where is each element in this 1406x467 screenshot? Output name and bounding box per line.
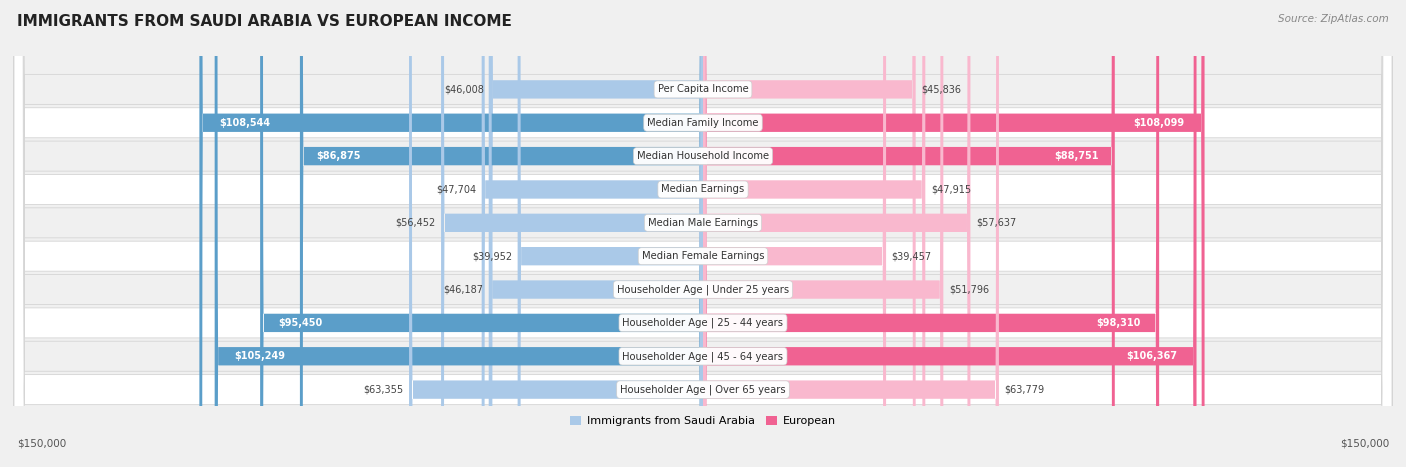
FancyBboxPatch shape <box>14 0 1392 467</box>
FancyBboxPatch shape <box>703 0 1115 467</box>
FancyBboxPatch shape <box>14 0 1392 467</box>
FancyBboxPatch shape <box>517 0 703 467</box>
Text: Householder Age | Under 25 years: Householder Age | Under 25 years <box>617 284 789 295</box>
Text: Median Female Earnings: Median Female Earnings <box>641 251 765 261</box>
FancyBboxPatch shape <box>703 0 998 467</box>
FancyBboxPatch shape <box>200 0 703 467</box>
FancyBboxPatch shape <box>703 0 970 467</box>
Text: $51,796: $51,796 <box>949 284 988 295</box>
FancyBboxPatch shape <box>14 0 1392 467</box>
Text: Median Earnings: Median Earnings <box>661 184 745 194</box>
Text: $63,355: $63,355 <box>363 385 404 395</box>
FancyBboxPatch shape <box>14 0 1392 467</box>
FancyBboxPatch shape <box>703 0 1205 467</box>
Text: $39,952: $39,952 <box>472 251 512 261</box>
Text: $86,875: $86,875 <box>316 151 360 161</box>
Text: Median Male Earnings: Median Male Earnings <box>648 218 758 228</box>
Text: Householder Age | Over 65 years: Householder Age | Over 65 years <box>620 384 786 395</box>
Text: $47,915: $47,915 <box>931 184 972 194</box>
FancyBboxPatch shape <box>703 0 1197 467</box>
FancyBboxPatch shape <box>441 0 703 467</box>
Text: $39,457: $39,457 <box>891 251 932 261</box>
Text: $150,000: $150,000 <box>17 439 66 449</box>
Text: $57,637: $57,637 <box>976 218 1017 228</box>
FancyBboxPatch shape <box>409 0 703 467</box>
FancyBboxPatch shape <box>489 0 703 467</box>
Text: $45,836: $45,836 <box>921 85 962 94</box>
FancyBboxPatch shape <box>703 0 925 467</box>
FancyBboxPatch shape <box>14 0 1392 467</box>
Text: Source: ZipAtlas.com: Source: ZipAtlas.com <box>1278 14 1389 24</box>
Legend: Immigrants from Saudi Arabia, European: Immigrants from Saudi Arabia, European <box>565 411 841 431</box>
Text: Median Household Income: Median Household Income <box>637 151 769 161</box>
FancyBboxPatch shape <box>14 0 1392 467</box>
Text: $56,452: $56,452 <box>395 218 436 228</box>
FancyBboxPatch shape <box>14 0 1392 467</box>
Text: IMMIGRANTS FROM SAUDI ARABIA VS EUROPEAN INCOME: IMMIGRANTS FROM SAUDI ARABIA VS EUROPEAN… <box>17 14 512 29</box>
FancyBboxPatch shape <box>299 0 703 467</box>
Text: $106,367: $106,367 <box>1126 351 1177 361</box>
Text: $108,099: $108,099 <box>1133 118 1184 128</box>
FancyBboxPatch shape <box>703 0 943 467</box>
Text: Per Capita Income: Per Capita Income <box>658 85 748 94</box>
Text: $46,008: $46,008 <box>444 85 484 94</box>
FancyBboxPatch shape <box>703 0 915 467</box>
Text: $46,187: $46,187 <box>443 284 484 295</box>
Text: $63,779: $63,779 <box>1004 385 1045 395</box>
FancyBboxPatch shape <box>482 0 703 467</box>
Text: $150,000: $150,000 <box>1340 439 1389 449</box>
Text: $98,310: $98,310 <box>1097 318 1140 328</box>
FancyBboxPatch shape <box>14 0 1392 467</box>
FancyBboxPatch shape <box>14 0 1392 467</box>
Text: Median Family Income: Median Family Income <box>647 118 759 128</box>
FancyBboxPatch shape <box>703 0 886 467</box>
Text: $95,450: $95,450 <box>278 318 322 328</box>
FancyBboxPatch shape <box>215 0 703 467</box>
Text: Householder Age | 25 - 44 years: Householder Age | 25 - 44 years <box>623 318 783 328</box>
Text: $105,249: $105,249 <box>235 351 285 361</box>
Text: Householder Age | 45 - 64 years: Householder Age | 45 - 64 years <box>623 351 783 361</box>
Text: $88,751: $88,751 <box>1054 151 1098 161</box>
Text: $47,704: $47,704 <box>436 184 477 194</box>
FancyBboxPatch shape <box>489 0 703 467</box>
FancyBboxPatch shape <box>14 0 1392 467</box>
Text: $108,544: $108,544 <box>219 118 270 128</box>
FancyBboxPatch shape <box>703 0 1159 467</box>
FancyBboxPatch shape <box>260 0 703 467</box>
